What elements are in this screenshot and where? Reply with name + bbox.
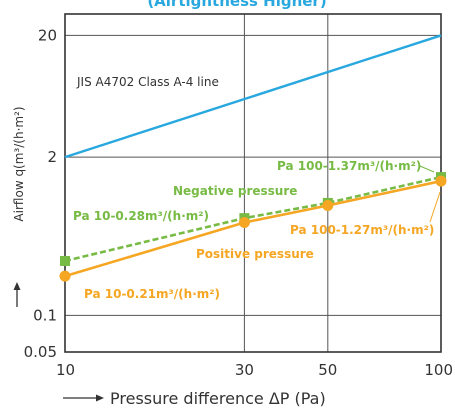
- plot-frame: [64, 13, 442, 353]
- x-tick-label-30: 30: [235, 361, 254, 379]
- y-axis-label: Airflow q(m³/(h·m²): [12, 106, 26, 221]
- negative-100pa-label: Pa 100-1.37m³/(h·m²): [277, 159, 421, 173]
- chart-title: (Airtightness Higher): [147, 0, 326, 10]
- y-tick-label-20: 20: [38, 26, 57, 44]
- annotations: JIS A4702 Class A-4 line Pa 100-1.37m³/(h…: [73, 75, 441, 301]
- x-tick-labels: 10 30 50 100: [56, 361, 453, 379]
- negative-100pa-leader: [419, 165, 435, 173]
- y-tick-labels: 20 2 0.1 0.05: [24, 26, 57, 361]
- series-layer: [59, 34, 447, 282]
- negative-10pa-label: Pa 10-0.28m³/(h·m²): [73, 209, 209, 223]
- x-tick-label-50: 50: [318, 361, 337, 379]
- series-line-jis: [64, 34, 442, 159]
- x-tick-label-10: 10: [56, 361, 75, 379]
- positive-marker-50: [322, 200, 334, 212]
- positive-pressure-label: Positive pressure: [196, 247, 314, 261]
- positive-marker-30: [238, 216, 250, 228]
- x-tick-label-100: 100: [424, 361, 453, 379]
- series-line-negative: [64, 175, 442, 263]
- grid: [64, 13, 442, 353]
- x-axis-arrowhead: [96, 394, 104, 402]
- positive-marker-100: [435, 175, 447, 187]
- jis-line-label: JIS A4702 Class A-4 line: [76, 75, 219, 89]
- y-tick-label-2: 2: [47, 148, 57, 166]
- negative-marker-10: [60, 255, 70, 266]
- y-tick-label-0.05: 0.05: [24, 343, 57, 361]
- positive-100pa-label: Pa 100-1.27m³/(h·m²): [290, 223, 434, 237]
- positive-100pa-leader: [429, 191, 441, 223]
- y-axis-arrowhead: [13, 282, 21, 290]
- positive-10pa-label: Pa 10-0.21m³/(h·m²): [84, 287, 220, 301]
- series-line-positive: [64, 179, 442, 278]
- y-tick-label-0.1: 0.1: [33, 306, 57, 324]
- negative-pressure-label: Negative pressure: [173, 184, 297, 198]
- positive-marker-10: [59, 270, 71, 282]
- x-axis-label: Pressure difference ΔP (Pa): [110, 389, 326, 408]
